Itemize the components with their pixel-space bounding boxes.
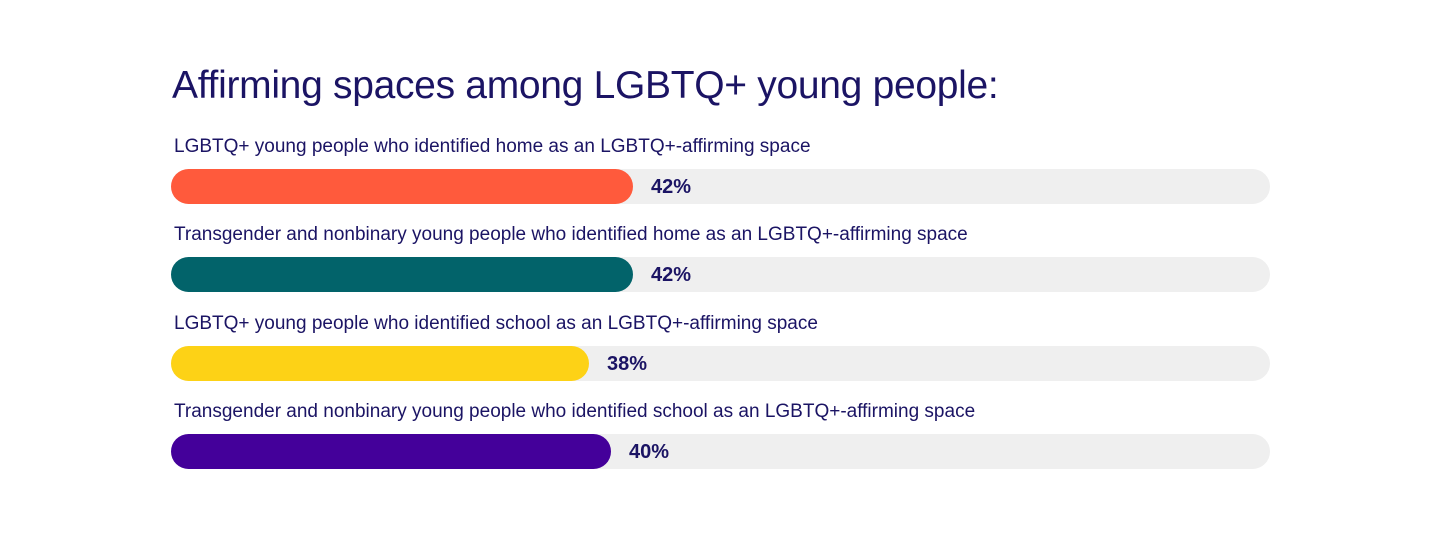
category-label: LGBTQ+ young people who identified schoo… (174, 313, 818, 334)
bar-track (171, 257, 1270, 292)
bar-row-home-lgbtq: LGBTQ+ young people who identified home … (171, 135, 1270, 215)
bar-row-home-trans-nonbinary: Transgender and nonbinary young people w… (171, 223, 1270, 303)
data-label: 40% (629, 441, 670, 463)
bar-row-school-trans-nonbinary: Transgender and nonbinary young people w… (171, 400, 1270, 480)
bar (171, 169, 633, 204)
category-label: Transgender and nonbinary young people w… (174, 224, 968, 245)
bar-track (171, 169, 1270, 204)
bar (171, 434, 611, 469)
bar (171, 257, 633, 292)
bar-row-school-lgbtq: LGBTQ+ young people who identified schoo… (171, 312, 1270, 392)
chart-title: Affirming spaces among LGBTQ+ young peop… (172, 64, 999, 107)
bar-track (171, 434, 1270, 469)
bar (171, 346, 589, 381)
data-label: 38% (607, 353, 648, 375)
category-label: Transgender and nonbinary young people w… (174, 401, 976, 422)
data-label: 42% (651, 176, 692, 198)
data-label: 42% (651, 264, 692, 286)
bar-track (171, 346, 1270, 381)
category-label: LGBTQ+ young people who identified home … (174, 136, 811, 157)
